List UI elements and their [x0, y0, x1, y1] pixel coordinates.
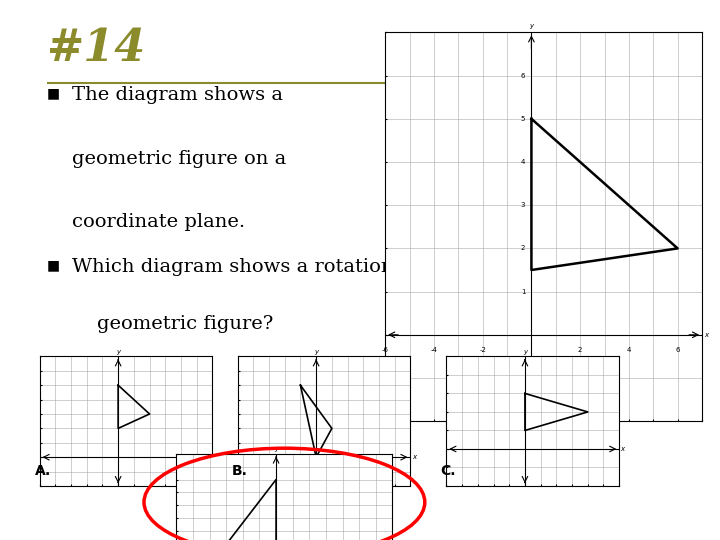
Text: 5: 5 — [521, 116, 526, 122]
Text: -1: -1 — [518, 375, 526, 381]
Text: Which diagram shows a rotation of the: Which diagram shows a rotation of the — [72, 258, 457, 276]
Text: y: y — [116, 349, 120, 355]
Text: 2: 2 — [521, 245, 526, 252]
Text: A.: A. — [35, 464, 51, 478]
Text: 6: 6 — [521, 72, 526, 79]
Text: ■: ■ — [47, 258, 60, 272]
Text: geometric figure?: geometric figure? — [72, 315, 274, 333]
Text: 4: 4 — [521, 159, 526, 165]
Text: -2: -2 — [480, 347, 486, 353]
Text: The diagram shows a: The diagram shows a — [72, 86, 283, 104]
Text: coordinate plane.: coordinate plane. — [72, 213, 245, 232]
Text: 1: 1 — [521, 288, 526, 295]
Text: -6: -6 — [382, 347, 389, 353]
Text: 4: 4 — [626, 347, 631, 353]
Text: x: x — [705, 332, 708, 338]
Text: x: x — [621, 446, 625, 452]
Text: y: y — [529, 23, 534, 29]
Text: -4: -4 — [431, 347, 437, 353]
Text: 2: 2 — [578, 347, 582, 353]
Text: #14: #14 — [47, 26, 146, 70]
Text: x: x — [412, 454, 416, 460]
Text: B.: B. — [232, 464, 248, 478]
Text: ■: ■ — [47, 86, 60, 100]
Text: 6: 6 — [675, 347, 680, 353]
Text: 3: 3 — [521, 202, 526, 208]
Text: C.: C. — [441, 464, 456, 478]
Text: y: y — [314, 349, 318, 355]
Text: y: y — [523, 349, 527, 355]
Text: y: y — [274, 447, 278, 453]
Text: x: x — [214, 454, 218, 460]
Text: geometric figure on a: geometric figure on a — [72, 150, 287, 168]
